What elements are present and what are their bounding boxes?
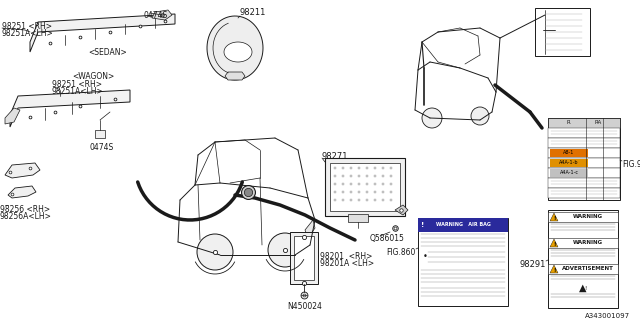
Text: !: ! <box>553 215 556 220</box>
Bar <box>330 163 400 211</box>
Text: 98251 <RH>: 98251 <RH> <box>52 80 102 89</box>
Text: 98251A<LH>: 98251A<LH> <box>52 87 104 96</box>
Text: 0474S: 0474S <box>90 143 115 152</box>
Text: !: ! <box>421 222 424 228</box>
Circle shape <box>471 107 489 125</box>
Text: 98211: 98211 <box>240 8 266 17</box>
Bar <box>348 214 368 222</box>
Bar <box>548 188 620 198</box>
Bar <box>548 238 618 248</box>
Text: !: ! <box>553 242 556 246</box>
Polygon shape <box>550 239 558 247</box>
Bar <box>548 158 620 168</box>
Polygon shape <box>395 205 408 215</box>
Text: 98256A<LH>: 98256A<LH> <box>0 212 52 221</box>
Text: WARNING: WARNING <box>573 214 603 220</box>
Polygon shape <box>550 213 558 221</box>
Text: FIG.860: FIG.860 <box>387 248 416 257</box>
Bar <box>550 149 588 157</box>
Bar <box>548 148 620 158</box>
Text: RA: RA <box>595 121 602 125</box>
Text: A4A-1-c: A4A-1-c <box>559 171 579 175</box>
Bar <box>548 264 618 274</box>
Bar <box>418 218 508 232</box>
Bar <box>548 118 620 128</box>
Bar <box>548 178 620 188</box>
Text: FIG.918: FIG.918 <box>622 160 640 169</box>
Polygon shape <box>550 265 558 273</box>
Text: 98201A <LH>: 98201A <LH> <box>320 259 374 268</box>
Text: <WAGON>: <WAGON> <box>72 72 115 81</box>
Bar <box>95 130 105 138</box>
Text: 0474S: 0474S <box>143 11 167 20</box>
Text: A343001097: A343001097 <box>585 313 630 319</box>
Text: ▲: ▲ <box>579 283 587 293</box>
Bar <box>290 232 318 284</box>
Text: 98271: 98271 <box>322 152 349 161</box>
Bar <box>535 8 590 56</box>
Polygon shape <box>152 10 172 20</box>
Polygon shape <box>207 16 263 80</box>
Text: Q586015: Q586015 <box>370 234 405 243</box>
Circle shape <box>197 234 233 270</box>
Text: 98291: 98291 <box>520 260 546 269</box>
Bar <box>548 118 620 200</box>
Bar <box>418 218 508 306</box>
Bar <box>294 236 314 280</box>
Polygon shape <box>224 42 252 62</box>
Polygon shape <box>225 72 245 80</box>
Text: •: • <box>423 252 428 261</box>
Bar <box>548 138 620 148</box>
Text: A8-1: A8-1 <box>563 150 575 156</box>
Text: ADVERTISEMENT: ADVERTISEMENT <box>562 267 614 271</box>
Polygon shape <box>8 186 36 198</box>
Text: !: ! <box>584 285 586 291</box>
Text: R: R <box>566 121 570 125</box>
Bar <box>550 159 588 167</box>
Polygon shape <box>5 163 40 178</box>
Text: WARNING   AIR BAG: WARNING AIR BAG <box>436 222 490 228</box>
Bar <box>325 158 405 216</box>
Polygon shape <box>30 14 175 52</box>
Bar <box>548 212 618 222</box>
Text: A4A-1-b: A4A-1-b <box>559 161 579 165</box>
Text: N450024: N450024 <box>287 302 322 311</box>
Text: 98251 <RH>: 98251 <RH> <box>2 22 52 31</box>
Bar <box>548 128 620 138</box>
Text: 98251A<LH>: 98251A<LH> <box>2 29 54 38</box>
Circle shape <box>268 233 302 267</box>
Text: <SEDAN>: <SEDAN> <box>88 48 127 57</box>
Bar <box>548 168 620 178</box>
Circle shape <box>422 108 442 128</box>
Polygon shape <box>10 90 130 127</box>
Polygon shape <box>305 220 315 238</box>
Text: !: ! <box>553 268 556 273</box>
Text: 98256 <RH>: 98256 <RH> <box>0 205 50 214</box>
Text: WARNING: WARNING <box>573 241 603 245</box>
Text: 98201  <RH>: 98201 <RH> <box>320 252 372 261</box>
Polygon shape <box>5 108 20 124</box>
Bar <box>550 169 588 177</box>
Bar <box>548 210 618 308</box>
